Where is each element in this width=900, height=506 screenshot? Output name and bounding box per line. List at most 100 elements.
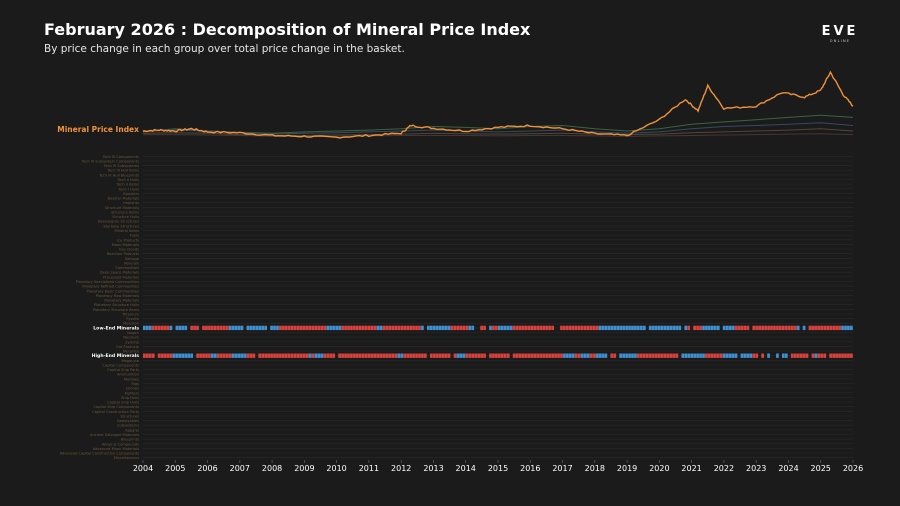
decomposition-cell <box>483 353 486 358</box>
decomposition-cell <box>835 325 838 331</box>
decomposition-cell <box>823 325 827 331</box>
decomposition-cell <box>157 353 161 358</box>
decomposition-cell <box>539 325 543 331</box>
decomposition-cell <box>749 353 753 358</box>
decomposition-cell <box>746 325 750 331</box>
decomposition-cell <box>687 325 691 331</box>
decomposition-cell <box>184 353 188 358</box>
row-label: Nocxium <box>123 336 139 340</box>
decomposition-cell <box>702 325 705 331</box>
decomposition-cell <box>536 353 540 358</box>
decomposition-cell <box>172 353 176 358</box>
row-label: Low-End Minerals <box>93 325 139 331</box>
decomposition-cell <box>456 325 460 331</box>
x-axis-tick-label: 2020 <box>649 464 669 473</box>
decomposition-cell <box>329 353 333 358</box>
decomposition-cell <box>199 353 202 358</box>
decomposition-cell <box>566 325 569 331</box>
row-label: Ancient Salvaged Materials <box>90 433 139 437</box>
x-axis-tick-label: 2023 <box>746 464 766 473</box>
decomposition-cell <box>713 325 717 331</box>
x-axis-tick-label: 2026 <box>843 464 863 473</box>
decomposition-cell <box>403 325 407 331</box>
mineral-price-index-line <box>142 70 854 139</box>
decomposition-cell <box>625 325 628 331</box>
decomposition-cell <box>592 325 596 331</box>
decomposition-cell <box>663 325 667 331</box>
decomposition-cell <box>817 353 821 358</box>
decomposition-cell <box>696 353 699 358</box>
decomposition-cell <box>222 325 226 331</box>
decomposition-cell <box>518 353 522 358</box>
x-axis-tick-label: 2004 <box>133 464 153 473</box>
decomposition-cell <box>347 353 350 358</box>
row-label: Tech III Hull Blueprints <box>98 173 139 177</box>
decomposition-cell <box>743 353 747 358</box>
decomposition-cell <box>545 353 549 358</box>
row-label: Structures <box>120 415 139 419</box>
decomposition-cell <box>838 325 841 331</box>
decomposition-cell <box>305 353 309 358</box>
decomposition-cell <box>314 325 318 331</box>
decomposition-cell <box>554 353 557 358</box>
decomposition-cell <box>787 325 791 331</box>
decomposition-cell <box>376 325 380 331</box>
decomposition-cell <box>438 325 442 331</box>
decomposition-cell <box>533 353 537 358</box>
decomposition-cell <box>222 353 226 358</box>
decomposition-cell <box>169 353 173 358</box>
decomposition-cell <box>228 325 232 331</box>
decomposition-cell <box>776 325 779 331</box>
row-label: Tech I Hulls <box>118 187 139 191</box>
decomposition-cell <box>560 353 563 358</box>
row-label: Starbase Structures <box>103 224 139 228</box>
decomposition-cell <box>699 325 702 331</box>
decomposition-cell <box>267 353 270 358</box>
decomposition-cell <box>202 325 205 331</box>
decomposition-cell <box>826 325 830 331</box>
decomposition-cell <box>279 353 282 358</box>
decomposition-cell <box>293 325 297 331</box>
decomposition-cell <box>601 325 605 331</box>
decomposition-cell <box>394 325 398 331</box>
decomposition-cell <box>767 325 770 331</box>
row-label: Alloys & Compounds <box>102 442 139 446</box>
decomposition-cell <box>160 325 164 331</box>
decomposition-cell <box>793 353 797 358</box>
decomposition-cell <box>651 325 655 331</box>
decomposition-cell <box>835 353 838 358</box>
row-label: Structure Materials <box>105 206 139 210</box>
row-label: Pyerite <box>126 317 139 321</box>
decomposition-cell <box>625 353 628 358</box>
decomposition-cell <box>214 353 217 358</box>
decomposition-cell <box>279 325 282 331</box>
decomposition-cell <box>654 325 658 331</box>
decomposition-cell <box>847 325 850 331</box>
decomposition-cell <box>648 353 652 358</box>
decomposition-cell <box>293 353 297 358</box>
chart-title: February 2026 : Decomposition of Mineral… <box>44 20 531 39</box>
decomposition-cell <box>613 353 617 358</box>
decomposition-cell <box>379 353 383 358</box>
decomposition-cell <box>388 353 392 358</box>
decomposition-cell <box>586 325 590 331</box>
decomposition-cell <box>560 325 563 331</box>
decomposition-cell <box>498 325 501 331</box>
decomposition-cell <box>379 325 383 331</box>
decomposition-cell <box>530 353 534 358</box>
decomposition-cell <box>166 325 170 331</box>
decomposition-cell <box>702 353 705 358</box>
decomposition-cell <box>601 353 605 358</box>
decomposition-cell <box>157 325 161 331</box>
decomposition-cell <box>214 325 217 331</box>
decomposition-cell <box>716 325 720 331</box>
decomposition-cell <box>175 353 179 358</box>
x-axis-tick-label: 2022 <box>714 464 734 473</box>
decomposition-cell <box>400 353 404 358</box>
decomposition-cell <box>586 353 590 358</box>
row-label: Fuels <box>130 234 139 238</box>
decomposition-cell <box>799 353 803 358</box>
decomposition-cell <box>675 353 679 358</box>
row-label: Moon Materials <box>112 243 140 247</box>
row-label: Deep Space Materials <box>100 271 139 275</box>
